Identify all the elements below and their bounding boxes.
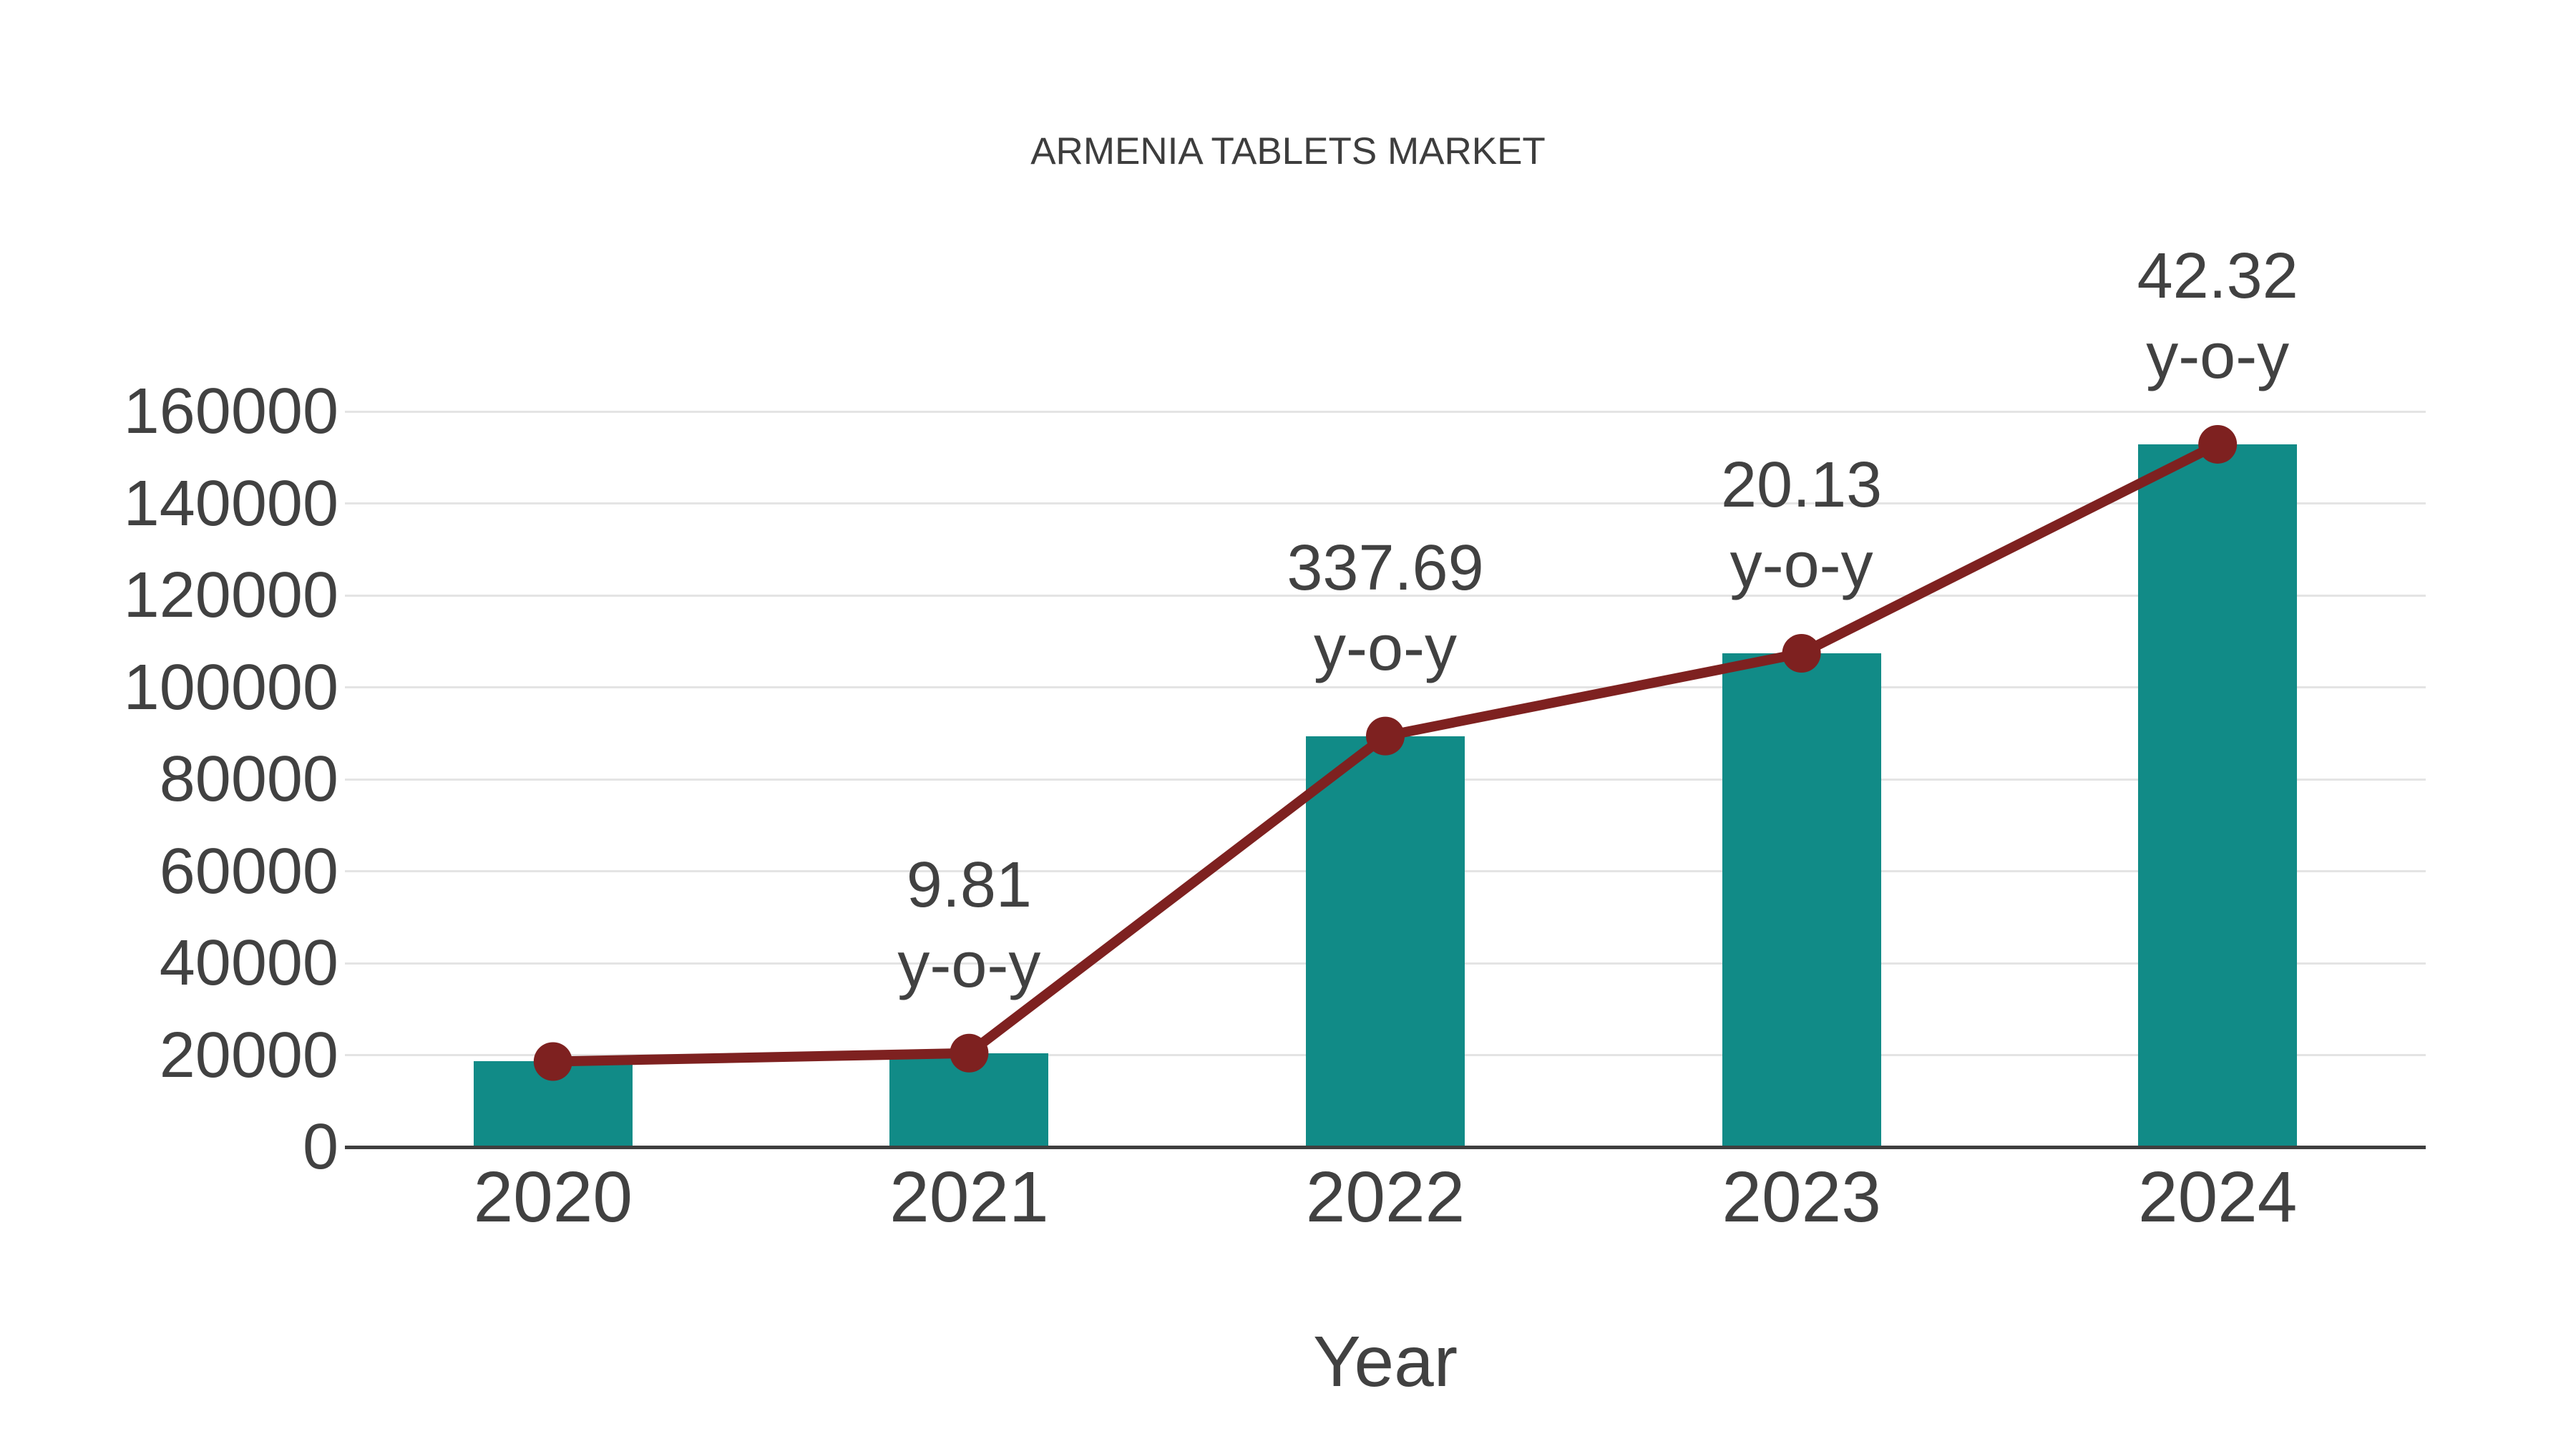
bar-2023	[1722, 653, 1881, 1147]
x-tick-label-2022: 2022	[1305, 1157, 1465, 1237]
y-gridline	[345, 502, 2426, 504]
annotation-2024: 42.32 y-o-y	[2017, 236, 2418, 396]
x-axis-title: Year	[1312, 1322, 1458, 1402]
trend-marker-2021	[950, 1033, 989, 1073]
annotation-2022: 337.69 y-o-y	[1185, 528, 1586, 688]
annotation-suffix: y-o-y	[2146, 320, 2290, 392]
bar-2024	[2138, 444, 2298, 1147]
annotation-value: 20.13	[1720, 449, 1883, 521]
annotation-value: 9.81	[906, 849, 1032, 921]
y-gridline	[345, 410, 2426, 413]
trend-marker-2020	[533, 1042, 572, 1081]
y-gridline	[345, 686, 2426, 688]
annotation-2023: 20.13 y-o-y	[1601, 445, 2002, 605]
chart-title: ARMENIA TABLETS MARKET	[1030, 130, 1546, 172]
x-tick-label-2024: 2024	[2137, 1157, 2298, 1237]
x-tick-label-2020: 2020	[473, 1157, 633, 1237]
bar-2022	[1306, 736, 1465, 1147]
annotation-suffix: y-o-y	[1314, 612, 1457, 684]
y-tick-label: 160000	[123, 376, 338, 447]
y-tick-label: 40000	[159, 927, 338, 999]
annotation-suffix: y-o-y	[1729, 529, 1873, 601]
x-axis-line	[345, 1146, 2426, 1149]
y-gridline	[345, 594, 2426, 597]
y-tick-label: 100000	[123, 651, 338, 723]
x-tick-label-2021: 2021	[889, 1157, 1049, 1237]
annotation-value: 337.69	[1287, 532, 1484, 604]
y-tick-label: 20000	[159, 1019, 338, 1091]
annotation-suffix: y-o-y	[897, 929, 1041, 1001]
trend-marker-2023	[1782, 633, 1821, 673]
y-tick-label: 140000	[123, 467, 338, 540]
y-tick-label: 120000	[123, 560, 338, 631]
annotation-value: 42.32	[2137, 240, 2298, 312]
x-tick-label-2023: 2023	[1722, 1157, 1881, 1237]
annotation-2021: 9.81 y-o-y	[769, 845, 1169, 1005]
trend-marker-2024	[2198, 424, 2238, 464]
y-tick-label: 60000	[159, 835, 338, 907]
y-tick-label: 0	[302, 1111, 338, 1183]
y-tick-label: 80000	[159, 743, 338, 815]
trend-marker-2022	[1366, 716, 1405, 756]
